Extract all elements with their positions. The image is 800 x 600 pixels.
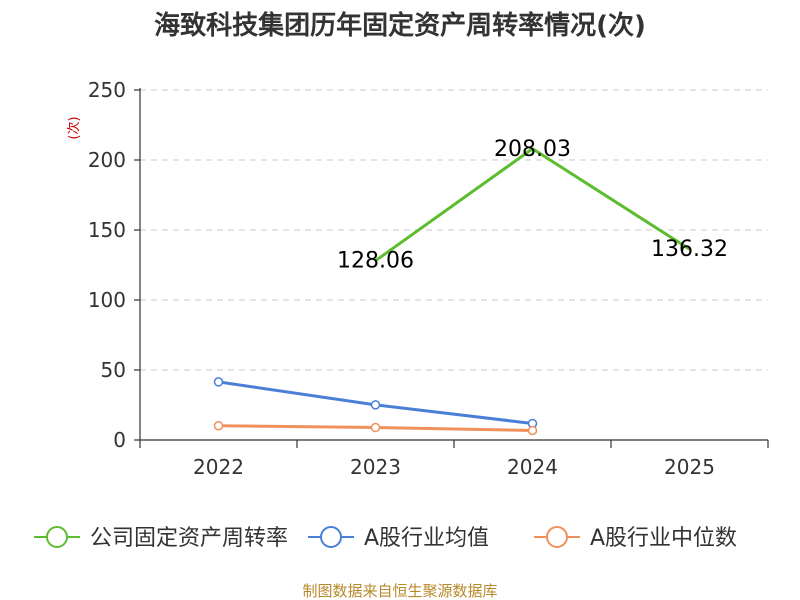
y-tick-label: 250 [88,78,126,102]
data-point [370,400,381,410]
legend-marker [46,526,68,548]
y-tick-label: 50 [101,358,126,382]
data-point [213,420,224,431]
legend-label: 公司固定资产周转率 [90,526,288,551]
data-label: 208.03 [494,137,571,162]
data-label: 136.32 [651,237,728,262]
source-note: 制图数据来自恒生聚源数据库 [302,582,497,600]
series-layer [213,147,691,436]
legend-label: A股行业均值 [364,526,489,551]
y-axis-unit-label: (次) [66,116,82,139]
legend-marker [320,526,342,548]
data-point [370,422,381,433]
x-tick-label: 2025 [664,455,715,479]
legend-marker [546,526,568,548]
legend-item-0[interactable]: 公司固定资产周转率 [34,526,288,551]
y-tick-label: 100 [88,288,126,312]
y-tick-label: 0 [113,428,126,452]
x-tick-label: 2022 [193,455,244,479]
legend-item-2[interactable]: A股行业中位数 [534,526,737,551]
chart-title: 海致科技集团历年固定资产周转率情况(次) [154,10,646,41]
axis-layer: 0 50 100 150 200 250 2022 2023 2024 2025 [88,78,769,479]
legend-item-1[interactable]: A股行业均值 [308,526,489,551]
series-line [374,147,691,262]
grid-layer [140,89,768,371]
x-tick-label: 2024 [507,455,558,479]
y-tick-label: 150 [88,218,126,242]
data-label-layer: 128.06 208.03 136.32 [337,137,728,274]
data-point [527,425,538,436]
y-tick-label: 200 [88,148,126,172]
legend: 公司固定资产周转率 A股行业均值 A股行业中位数 [34,526,737,551]
legend-label: A股行业中位数 [590,526,737,551]
series-2 [213,420,538,436]
data-point [213,377,224,387]
series-1 [213,377,538,429]
data-label: 128.06 [337,249,414,274]
series-0 [374,147,691,262]
x-tick-label: 2023 [350,455,401,479]
